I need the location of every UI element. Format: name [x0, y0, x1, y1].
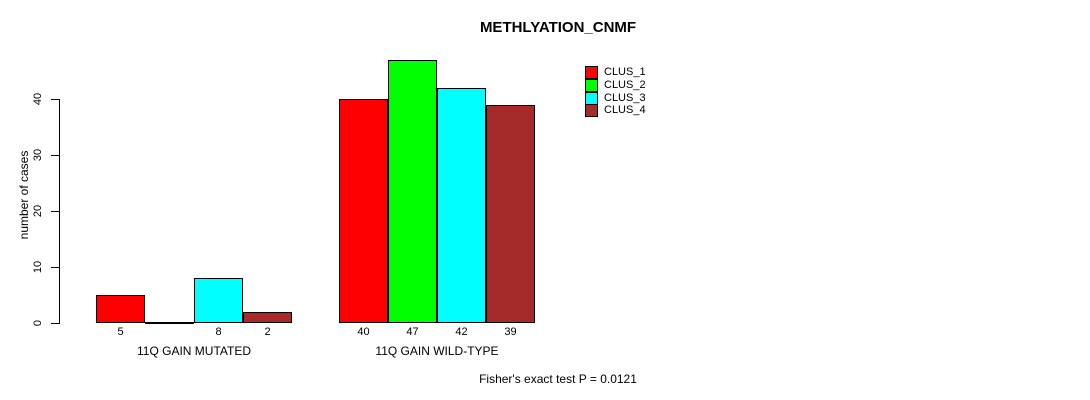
bar-clus_2-group2 [388, 60, 437, 323]
bar-value-label: 47 [406, 326, 419, 338]
legend-item: CLUS_2 [585, 78, 646, 92]
legend-swatch-clus_4 [585, 104, 598, 118]
y-tick-label: 0 [32, 319, 44, 327]
legend-swatch-clus_3 [585, 91, 598, 105]
y-tick [51, 211, 59, 212]
legend-label: CLUS_4 [604, 104, 646, 117]
legend-label: CLUS_3 [604, 91, 646, 104]
legend-item: CLUS_1 [585, 66, 646, 79]
group-label: 11Q GAIN WILD-TYPE [375, 344, 499, 358]
bar-value-label: 39 [504, 326, 517, 338]
legend-item: CLUS_4 [585, 104, 646, 118]
bar-value-label: 42 [455, 326, 468, 338]
annotation-fisher-test: Fisher's exact test P = 0.0121 [479, 372, 637, 386]
bar-clus_3-group1 [194, 278, 243, 323]
y-tick-label: 20 [32, 204, 44, 218]
bar-value-label: 40 [357, 326, 370, 338]
y-tick-label: 40 [32, 92, 44, 106]
y-tick [51, 155, 59, 156]
legend-item: CLUS_3 [585, 91, 646, 105]
legend-label: CLUS_2 [604, 78, 646, 91]
bar-clus_1-group1 [96, 295, 145, 323]
bar-clus_1-group2 [339, 99, 388, 323]
chart-title: METHLYATION_CNMF [479, 19, 637, 36]
y-axis-label: number of cases [17, 150, 31, 240]
legend-swatch-clus_2 [585, 78, 598, 92]
bar-value-label: 8 [215, 326, 222, 338]
bar-clus_3-group2 [437, 88, 486, 323]
legend-label: CLUS_1 [604, 66, 646, 78]
group-label: 11Q GAIN MUTATED [136, 344, 252, 358]
y-tick [51, 267, 59, 268]
y-tick-label: 10 [32, 260, 44, 274]
bar-value-label: 2 [264, 326, 271, 338]
y-axis-line [59, 99, 60, 324]
legend-swatch-clus_1 [585, 66, 598, 79]
bar-clus_4-group2 [486, 105, 535, 323]
y-tick-label: 30 [32, 148, 44, 162]
y-tick [51, 99, 59, 100]
y-tick [51, 323, 59, 324]
bar-value-label: 5 [117, 326, 124, 338]
bar-clus_4-group1 [243, 312, 292, 323]
bar-clus_2-group1-zero [145, 322, 194, 324]
